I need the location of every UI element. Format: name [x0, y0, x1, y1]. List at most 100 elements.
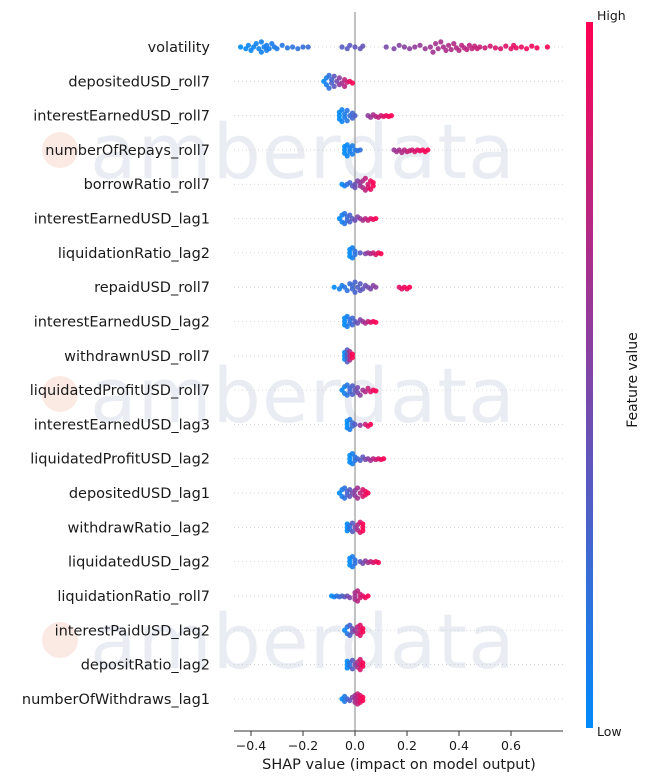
shap-point	[357, 422, 363, 428]
shap-point	[524, 46, 530, 52]
shap-point	[258, 39, 264, 45]
shap-point	[407, 284, 413, 290]
feature-label: borrowRatio_roll7	[84, 177, 210, 193]
shap-point	[487, 43, 493, 49]
shap-point	[456, 47, 462, 54]
shap-point	[305, 44, 311, 50]
watermark-logo-icon	[42, 376, 78, 412]
feature-label: numberOfWithdraws_lag1	[22, 692, 210, 708]
shap-point	[360, 625, 366, 632]
shap-point	[284, 45, 290, 51]
shap-point	[295, 46, 301, 52]
shap-point	[355, 485, 361, 491]
shap-point	[357, 392, 363, 398]
shap-point	[344, 153, 350, 159]
feature-label: liquidatedUSD_lag2	[68, 555, 210, 571]
shap-point	[349, 657, 355, 663]
shap-point	[326, 72, 332, 78]
shap-point	[498, 46, 504, 52]
shap-point	[360, 43, 366, 49]
feature-labels: volatility depositedUSD_roll7 interestEarn…	[22, 40, 211, 708]
shap-point	[274, 46, 280, 52]
x-tick-label: 0.4	[449, 738, 469, 753]
shap-point	[349, 351, 355, 357]
shap-point	[396, 42, 402, 48]
feature-label: interestPaidUSD_lag2	[55, 623, 210, 639]
shap-point	[344, 287, 350, 294]
shap-point	[433, 41, 439, 47]
shap-point	[349, 383, 355, 389]
colorbar-low-label: Low	[597, 724, 622, 739]
shap-point	[373, 319, 379, 325]
watermark-text: amberdata	[90, 597, 516, 686]
shap-point	[266, 46, 272, 52]
shap-point	[360, 521, 366, 527]
shap-point	[360, 660, 366, 666]
shap-point	[427, 44, 433, 50]
shap-point	[245, 42, 251, 48]
shap-point	[352, 113, 358, 119]
shap-point	[347, 42, 353, 48]
shap-point	[503, 43, 509, 49]
watermark-logo-icon	[42, 622, 78, 658]
shap-point	[388, 113, 394, 119]
shap-point	[253, 41, 259, 47]
shap-point	[339, 44, 345, 50]
shap-point	[430, 49, 436, 55]
shap-point	[357, 147, 363, 153]
shap-point	[355, 495, 361, 501]
shap-point	[448, 46, 454, 53]
shap-point	[352, 248, 358, 254]
watermark-group: amberdata amberdata amberdata	[42, 107, 516, 686]
watermark-text: amberdata	[90, 351, 516, 440]
shap-point	[391, 46, 397, 52]
shap-point	[360, 528, 366, 534]
shap-point	[258, 49, 264, 55]
shap-point	[383, 44, 389, 50]
shap-point	[355, 384, 361, 391]
shap-point	[349, 143, 355, 149]
feature-label: withdrawnUSD_roll7	[64, 349, 210, 365]
shap-point	[544, 44, 551, 50]
shap-point	[326, 85, 332, 91]
shap-point	[401, 44, 407, 50]
watermark-logo-icon	[42, 132, 78, 168]
feature-label: interestEarnedUSD_lag1	[34, 212, 210, 228]
shap-point	[336, 75, 342, 81]
shap-point	[352, 44, 358, 50]
x-tick-label: 0.2	[397, 738, 417, 753]
x-tick-label: −0.4	[236, 738, 266, 753]
x-tick-label: −0.2	[288, 738, 318, 753]
watermark-text: amberdata	[90, 107, 516, 196]
shap-point	[464, 46, 470, 53]
shap-point	[438, 39, 444, 45]
colorbar-high-label: High	[597, 8, 626, 23]
shap-point	[373, 388, 379, 394]
shap-point	[365, 490, 371, 496]
shap-point	[339, 118, 345, 125]
shap-point	[352, 185, 358, 191]
shap-point	[352, 289, 358, 295]
shap-point	[344, 118, 350, 124]
shap-point	[513, 45, 519, 51]
shap-point	[451, 41, 457, 47]
beeswarm-points	[238, 39, 551, 707]
shap-point	[422, 46, 428, 52]
shap-point	[492, 45, 498, 51]
shap-point	[381, 456, 387, 462]
feature-label: interestEarnedUSD_lag2	[34, 314, 210, 330]
colorbar-gradient	[586, 22, 593, 728]
shap-point	[344, 107, 350, 114]
feature-label: depositedUSD_lag1	[69, 486, 210, 502]
colorbar: High Low Feature value	[586, 8, 641, 739]
shap-point	[365, 593, 371, 599]
feature-label: liquidatedProfitUSD_lag2	[30, 452, 210, 468]
shap-point	[352, 421, 358, 428]
shap-point	[349, 520, 355, 526]
shap-point	[238, 44, 244, 50]
shap-point	[362, 175, 368, 181]
feature-label: liquidationRatio_lag2	[58, 246, 210, 262]
shap-point	[349, 80, 355, 86]
shap-point	[378, 251, 384, 257]
